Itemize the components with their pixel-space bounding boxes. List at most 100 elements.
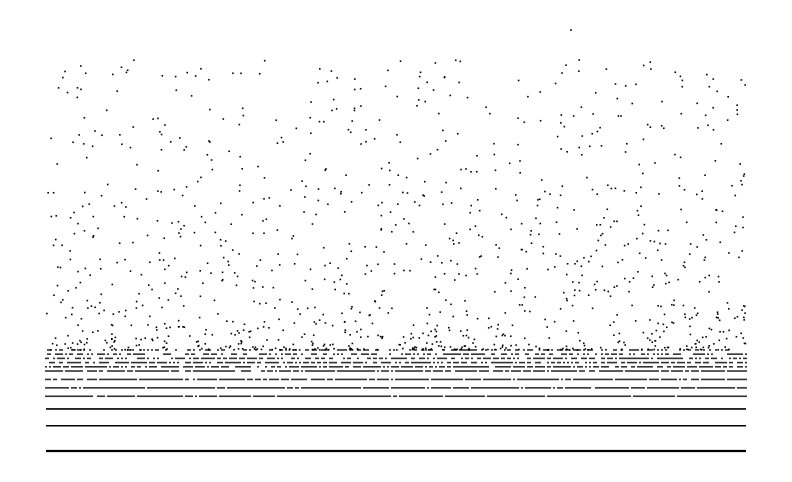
point [531, 366, 533, 368]
point [317, 347, 319, 349]
point [463, 361, 465, 364]
point [330, 70, 333, 72]
point [278, 264, 281, 266]
point [663, 330, 665, 333]
point [321, 387, 323, 389]
point [149, 370, 151, 372]
point [199, 395, 201, 398]
point [465, 357, 467, 360]
point [63, 366, 65, 368]
point [89, 349, 91, 351]
point [577, 387, 579, 389]
point [560, 148, 562, 150]
point [407, 353, 409, 355]
point [317, 81, 319, 84]
point [406, 192, 409, 194]
point [442, 129, 444, 132]
point [735, 370, 737, 372]
point [163, 378, 165, 381]
point [137, 387, 139, 389]
point [318, 120, 321, 123]
point [499, 347, 502, 350]
point [339, 387, 341, 389]
point [249, 361, 251, 364]
point [559, 357, 561, 360]
point [255, 387, 257, 389]
point [211, 357, 213, 360]
point [131, 378, 133, 381]
point [177, 319, 180, 322]
outlier-point [549, 193, 551, 195]
point [557, 378, 559, 381]
point [736, 113, 739, 116]
point [240, 342, 243, 345]
point [411, 366, 413, 368]
point [395, 361, 397, 364]
point [633, 387, 635, 389]
point [145, 378, 147, 381]
point [569, 353, 571, 355]
point [99, 378, 101, 381]
point [709, 395, 711, 398]
point [67, 395, 69, 398]
point [459, 387, 461, 389]
point [525, 250, 528, 253]
point [723, 395, 725, 398]
point [329, 395, 331, 398]
point [331, 387, 333, 389]
point [149, 387, 151, 389]
point [517, 278, 519, 280]
point [259, 259, 262, 261]
point [163, 322, 166, 325]
point [667, 387, 669, 389]
point [565, 297, 568, 300]
point [557, 349, 559, 351]
point [121, 366, 123, 368]
point [147, 324, 149, 326]
point [483, 370, 485, 372]
point [69, 250, 71, 252]
point [717, 395, 719, 398]
point [617, 366, 619, 368]
point [95, 378, 97, 381]
point [696, 193, 698, 196]
point [573, 366, 575, 368]
point [334, 187, 336, 190]
point [535, 395, 537, 398]
point [657, 387, 659, 389]
point [475, 349, 477, 351]
point [245, 370, 247, 372]
point [649, 349, 651, 351]
point [655, 378, 657, 381]
point [453, 378, 455, 381]
point [701, 353, 703, 355]
point [100, 194, 103, 197]
point [405, 366, 407, 368]
point [153, 366, 155, 368]
point [421, 357, 423, 360]
point [217, 349, 219, 351]
point [271, 370, 273, 372]
point [200, 176, 202, 179]
point [187, 353, 189, 355]
point [566, 299, 568, 302]
point [124, 315, 127, 318]
point [615, 395, 617, 398]
point [723, 361, 725, 364]
point [437, 357, 439, 360]
point [276, 229, 279, 231]
point [75, 395, 77, 398]
point [307, 366, 309, 368]
point [193, 361, 195, 364]
point [565, 357, 567, 360]
point [313, 395, 315, 398]
point [93, 378, 95, 381]
point [421, 395, 423, 398]
point [131, 361, 133, 364]
point [59, 366, 61, 368]
point [481, 353, 483, 355]
point [695, 395, 697, 398]
point [47, 387, 49, 389]
point [513, 370, 515, 372]
point [527, 349, 529, 351]
